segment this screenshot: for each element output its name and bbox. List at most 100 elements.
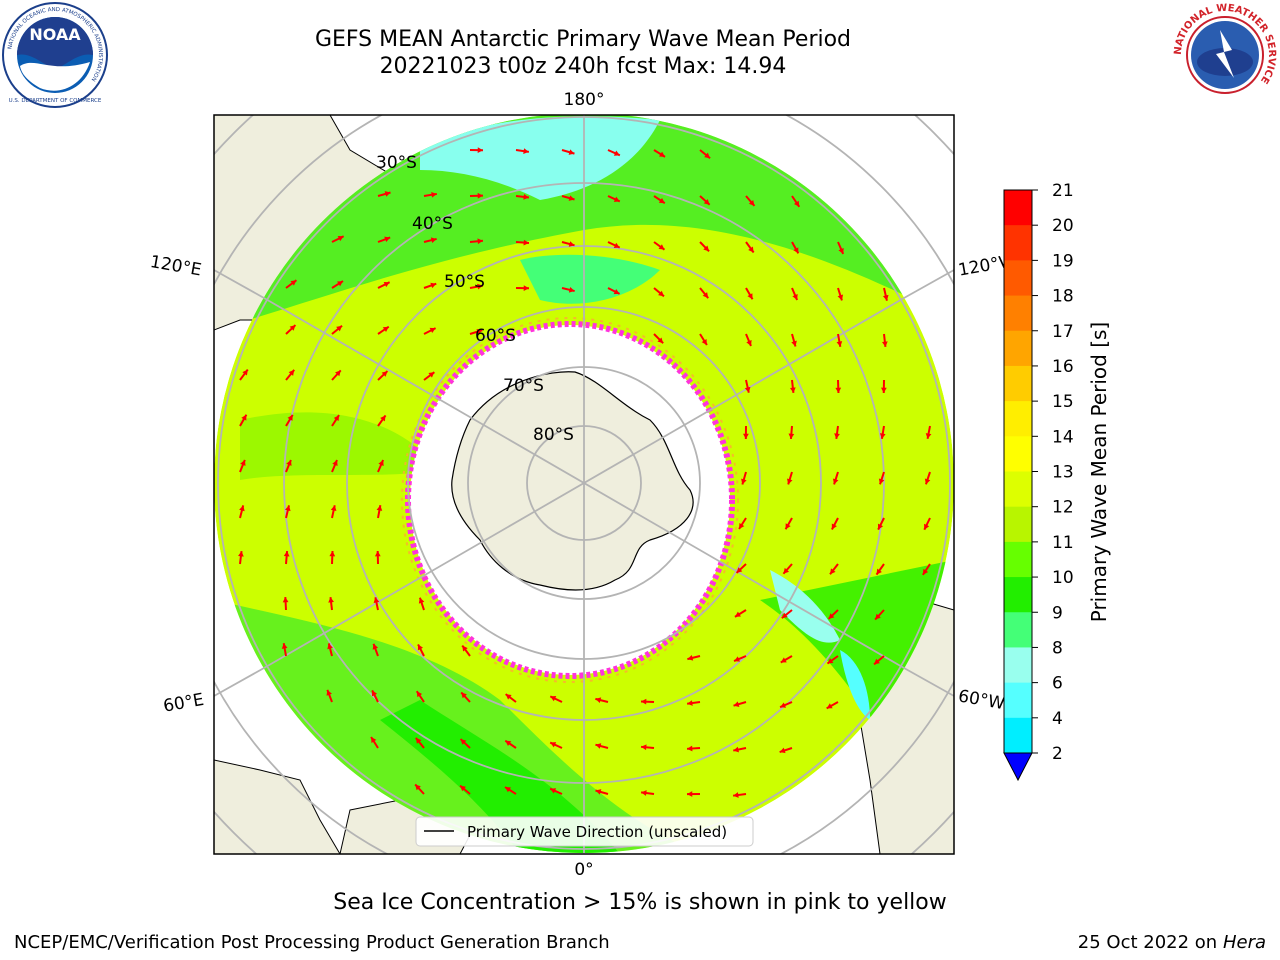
colorbar-swatch [1004, 541, 1032, 578]
wave-arrow [791, 241, 800, 254]
wave-arrow [549, 787, 563, 795]
wave-arrow [239, 368, 249, 381]
footer-date-text: 25 Oct 2022 on [1077, 932, 1223, 953]
wave-arrow [239, 414, 248, 427]
wave-arrow [515, 285, 530, 291]
wave-arrow [423, 327, 437, 335]
wave-arrow [607, 287, 621, 295]
wave-arrow [880, 379, 887, 394]
wave-arrow [331, 369, 342, 381]
colorbar-swatch [1004, 717, 1032, 754]
wave-arrow [837, 241, 845, 255]
map-legend: Primary Wave Direction (unscaled) [415, 816, 754, 847]
wave-arrow [879, 425, 886, 439]
wave-arrow [595, 789, 609, 795]
wave-arrow [374, 550, 381, 565]
wave-arrow [791, 195, 801, 208]
chart-title: GEFS MEAN Antarctic Primary Wave Mean Pe… [314, 27, 852, 52]
wave-arrow [423, 282, 437, 289]
wave-arrow [732, 792, 747, 798]
wave-arrow [877, 517, 885, 531]
colorbar-tick-label: 18 [1052, 287, 1074, 307]
wave-arrow [836, 333, 843, 347]
wave-arrow [686, 745, 701, 752]
wave-arrow [505, 693, 517, 703]
colorbar-tick-label: 14 [1052, 427, 1074, 447]
wave-arrow [745, 195, 756, 207]
wave-arrow [827, 609, 839, 620]
wave-arrow [653, 149, 666, 158]
wave-arrow [745, 287, 754, 300]
wave-arrow [239, 505, 245, 519]
colorbar-tick-label: 16 [1052, 357, 1074, 377]
wave-arrow [328, 596, 334, 611]
wave-arrow [607, 241, 621, 249]
wave-direction-arrows [238, 147, 932, 798]
wave-arrow [873, 655, 885, 666]
wave-arrow [377, 370, 389, 381]
sea-ice-edge [405, 321, 735, 679]
wave-arrow [699, 149, 711, 160]
wave-arrow [595, 743, 609, 749]
wave-arrow [699, 333, 708, 346]
wave-arrow [561, 287, 575, 293]
legend-label: Primary Wave Direction (unscaled) [467, 823, 727, 841]
wave-arrow [377, 236, 391, 243]
wave-arrow [686, 791, 701, 797]
wave-arrow [831, 517, 839, 530]
wave-arrow [780, 655, 793, 664]
wave-arrow [377, 281, 391, 289]
wave-arrow [686, 700, 701, 706]
wave-arrow [786, 471, 793, 485]
wave-arrow [745, 333, 752, 347]
colorbar-swatch [1004, 506, 1032, 543]
colorbar-tick-label: 13 [1052, 463, 1074, 483]
wave-arrow [784, 517, 793, 530]
wave-arrow [699, 241, 710, 253]
wave-arrow [924, 471, 931, 485]
wave-arrow [415, 690, 425, 703]
wave-arrow [640, 698, 655, 705]
wave-arrow [515, 148, 530, 154]
wave-arrow [331, 459, 338, 473]
wave-arrow [878, 471, 885, 485]
wave-arrow [331, 235, 345, 243]
wave-arrow [459, 738, 471, 749]
colorbar-tick-label: 20 [1052, 216, 1074, 236]
wave-arrow [549, 741, 563, 749]
colorbar-tick-label: 15 [1052, 392, 1074, 412]
colorbar-swatch [1004, 365, 1032, 402]
noaa-logo-text: NOAA [29, 25, 81, 44]
wave-arrow [504, 786, 517, 795]
chart-subtitle: 20221023 t00z 240h fcst Max: 14.94 [379, 54, 787, 79]
wave-arrow [285, 279, 298, 289]
wave-arrow [373, 597, 380, 611]
colorbar-tick-label: 9 [1052, 603, 1063, 623]
wave-arrow [743, 425, 749, 440]
wave-arrow [515, 194, 530, 200]
lon-label-120E: 120°E [149, 252, 203, 281]
wave-arrow [238, 550, 244, 565]
wave-arrow [418, 597, 425, 611]
colorbar-swatch [1004, 225, 1032, 261]
colorbar: 21 20 19 18 17 16 15 14 13 12 11 10 9 8 6 4 2 [1003, 181, 1074, 782]
wave-arrow [789, 379, 796, 394]
wave-arrow [734, 609, 747, 618]
wave-arrow [835, 379, 842, 394]
wave-arrow [741, 471, 747, 485]
colorbar-swatch [1004, 471, 1032, 508]
colorbar-swatch [1004, 260, 1032, 297]
wave-arrow [284, 505, 291, 519]
wave-arrow [285, 414, 294, 427]
sea-ice-caption: Sea Ice Concentration > 15% is shown in … [333, 890, 947, 915]
wave-arrow [239, 459, 246, 473]
wave-arrow [281, 643, 288, 657]
wave-arrow [423, 237, 437, 243]
colorbar-tick-label: 2 [1052, 744, 1063, 764]
wave-arrow [738, 517, 747, 530]
colorbar-tick-label: 11 [1052, 533, 1074, 553]
wave-arrow [504, 739, 517, 749]
colorbar-swatch [1004, 436, 1032, 472]
wave-arrow [699, 195, 711, 206]
wave-arrow [925, 425, 932, 439]
